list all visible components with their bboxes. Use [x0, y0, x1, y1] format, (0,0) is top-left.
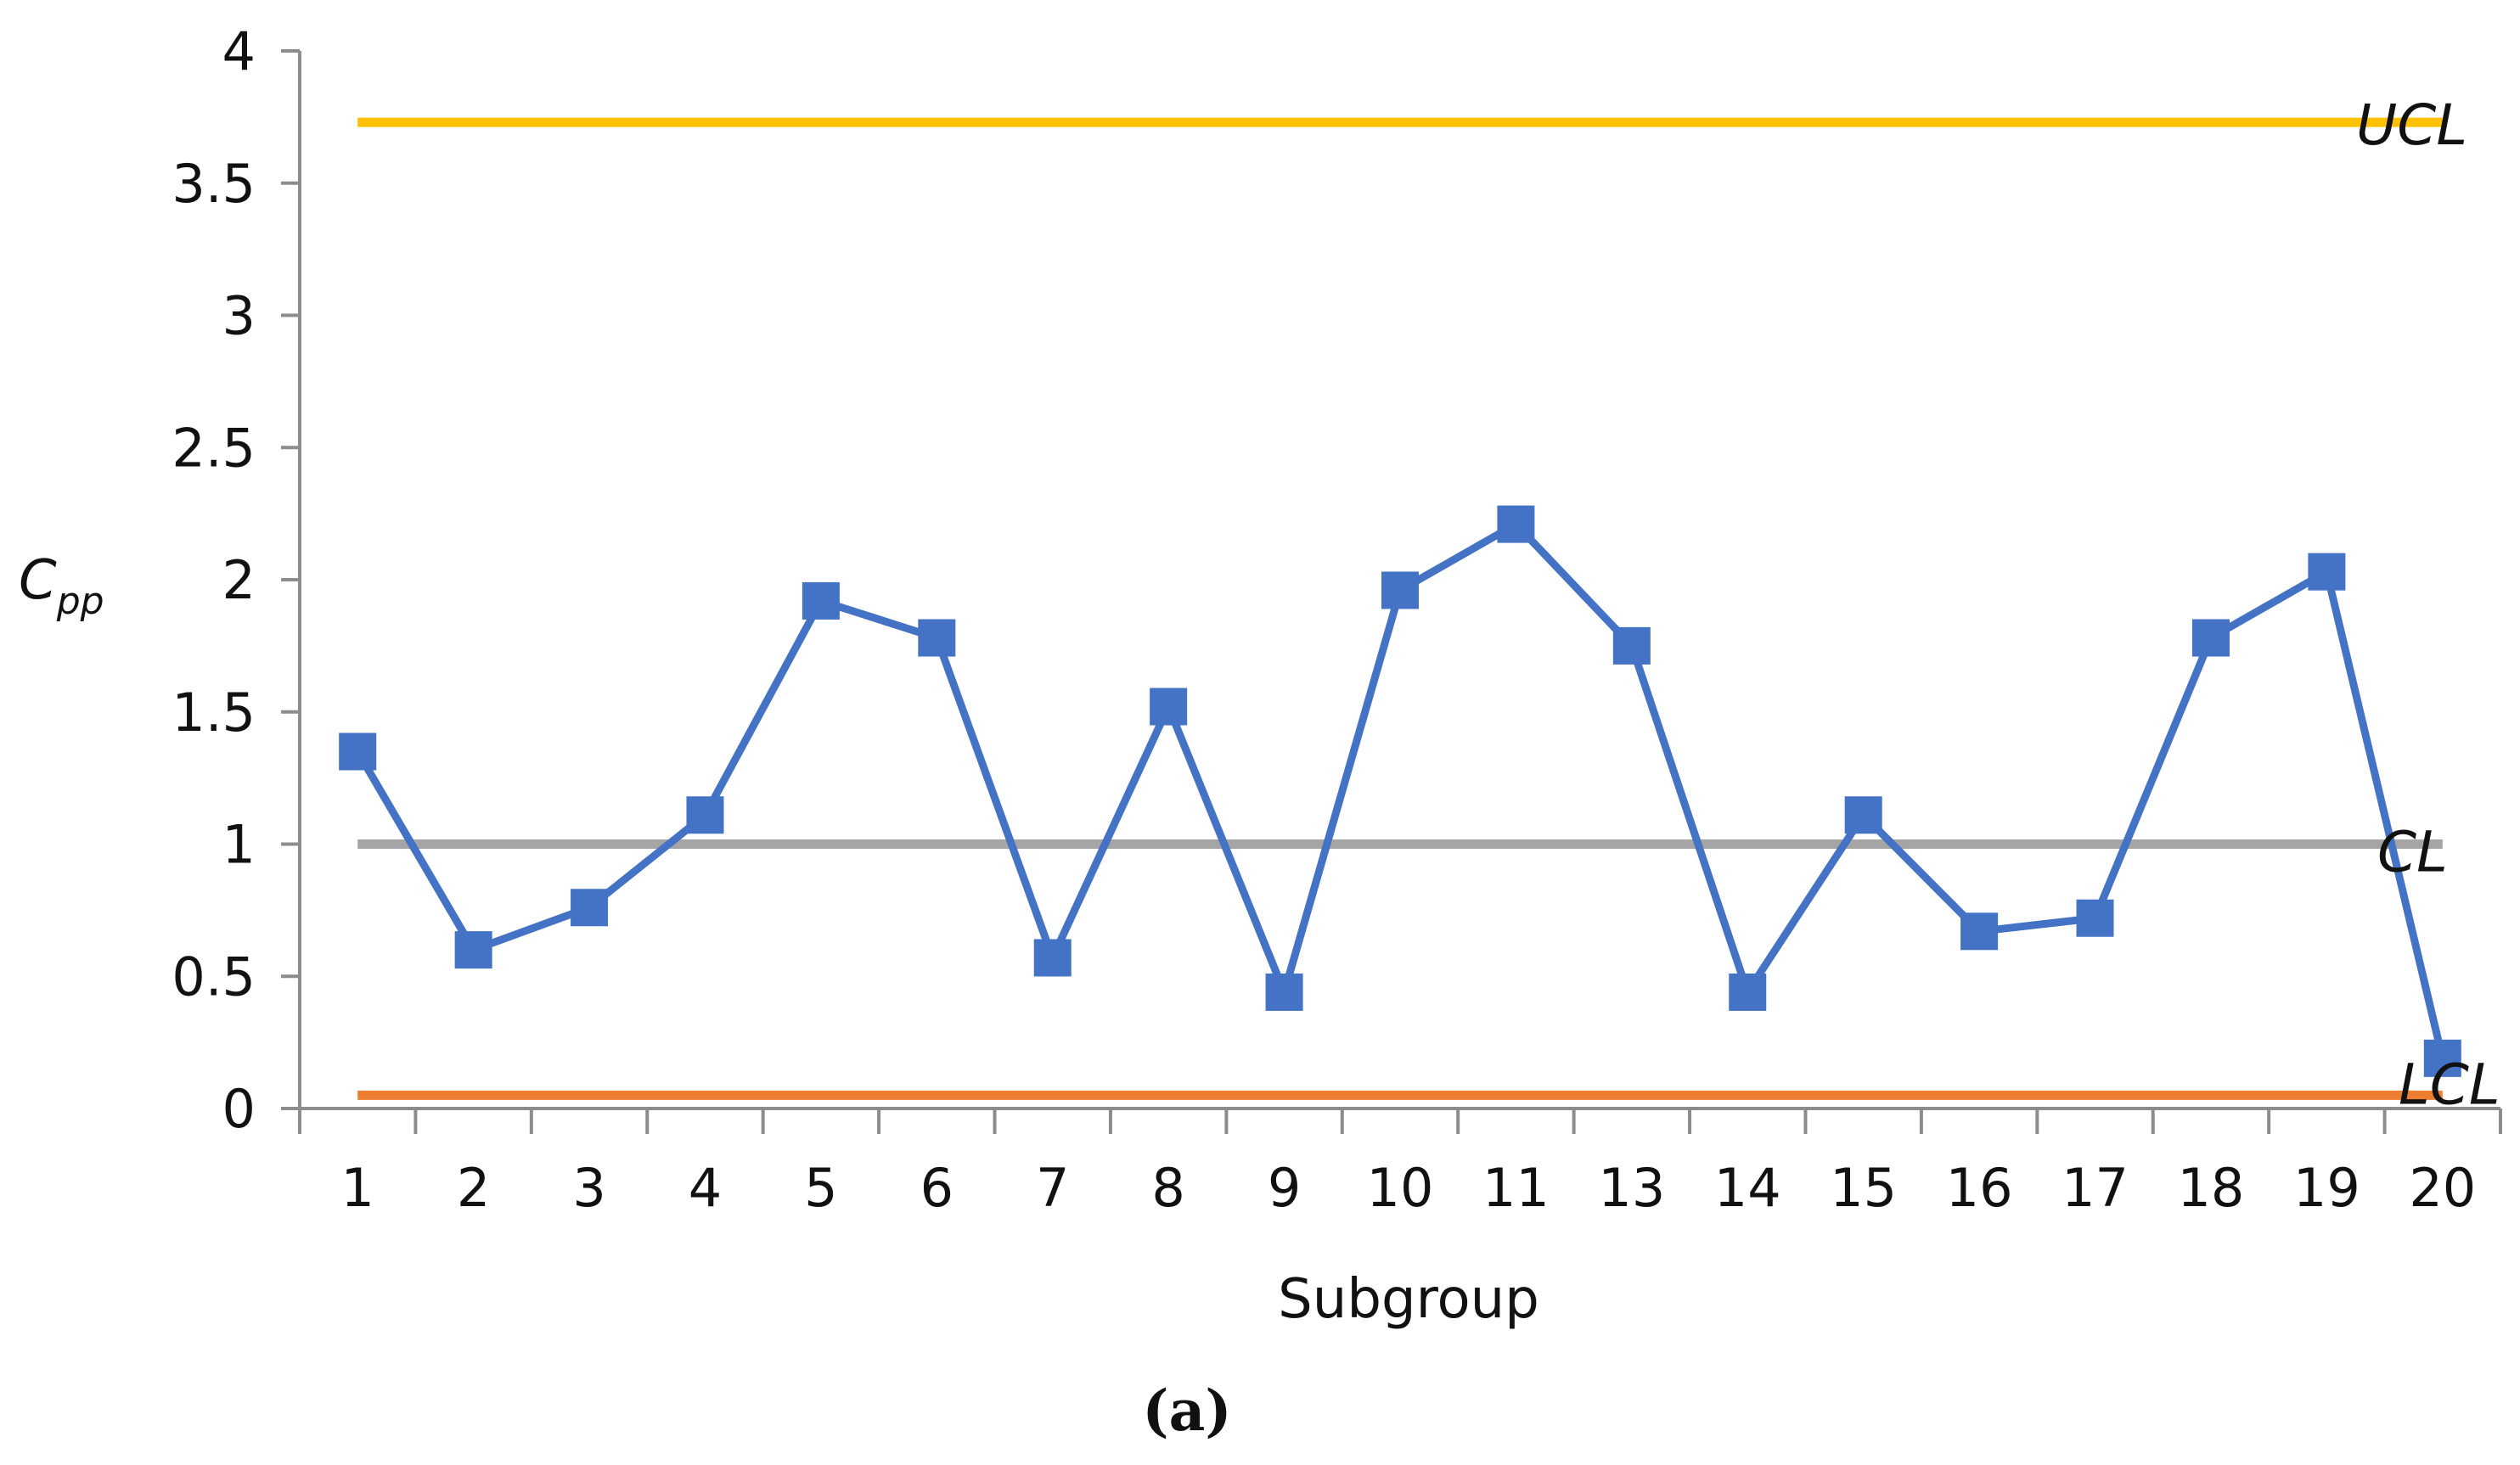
data-point — [1612, 626, 1651, 665]
x-tick-label: 19 — [2293, 1157, 2360, 1219]
x-tick-label: 4 — [689, 1157, 722, 1219]
x-axis-title: Subgroup — [1278, 1268, 1539, 1331]
y-tick-label: 1.5 — [172, 682, 256, 744]
data-point — [1150, 688, 1188, 726]
y-tick-label: 0.5 — [172, 946, 256, 1008]
data-point — [802, 581, 840, 620]
x-tick-label: 2 — [457, 1157, 490, 1219]
x-tick-label: 17 — [2062, 1157, 2129, 1219]
x-tick-label: 9 — [1268, 1157, 1301, 1219]
y-tick-label: 3 — [222, 285, 256, 347]
y-tick-label: 1 — [222, 814, 256, 876]
figure-caption: (a) — [1142, 1378, 1231, 1444]
x-tick-label: 11 — [1482, 1157, 1550, 1219]
data-point — [339, 732, 377, 771]
data-point — [1960, 912, 1999, 951]
x-tick-label: 14 — [1714, 1157, 1781, 1219]
x-tick-label: 1 — [340, 1157, 374, 1219]
x-tick-label: 16 — [1946, 1157, 2013, 1219]
data-point — [2191, 619, 2230, 657]
y-tick-label: 0 — [222, 1078, 256, 1140]
x-tick-label: 20 — [2409, 1157, 2476, 1219]
data-point — [1265, 973, 1303, 1011]
y-axis-title: Cpp — [19, 549, 104, 623]
x-tick-label: 10 — [1367, 1157, 1434, 1219]
data-point — [1844, 796, 1882, 834]
x-tick-label: 15 — [1830, 1157, 1897, 1219]
data-point — [1729, 973, 1767, 1011]
x-tick-label: 13 — [1598, 1157, 1665, 1219]
y-tick-label: 3.5 — [172, 153, 256, 215]
control-line-label-cl: CL — [2377, 820, 2448, 885]
x-tick-label: 7 — [1036, 1157, 1069, 1219]
x-tick-label: 18 — [2177, 1157, 2244, 1219]
data-point — [686, 796, 724, 834]
x-tick-label: 6 — [920, 1157, 953, 1219]
y-tick-label: 2 — [222, 549, 256, 611]
data-point — [2423, 1039, 2461, 1077]
x-tick-label: 3 — [572, 1157, 605, 1219]
control-line-label-lcl: LCL — [2399, 1052, 2500, 1117]
data-point — [1497, 505, 1535, 543]
axes-layer — [281, 49, 2502, 1134]
control-line-label-ucl: UCL — [2356, 93, 2467, 158]
x-tick-label: 8 — [1151, 1157, 1184, 1219]
series-layer — [339, 505, 2461, 1077]
data-point — [454, 931, 492, 969]
data-point — [571, 889, 609, 927]
y-tick-label: 2.5 — [172, 417, 256, 479]
data-point — [1033, 939, 1072, 977]
x-tick-label: 5 — [804, 1157, 837, 1219]
data-point — [1381, 571, 1419, 609]
data-point — [2308, 553, 2346, 591]
control-lines-layer — [357, 117, 2443, 1100]
y-tick-label: 4 — [222, 20, 256, 82]
y-axis-title-subscript: pp — [56, 580, 104, 623]
labels-layer: 0 0.5 1 1.5 2 2.5 3 3.5 4 1 2 3 4 5 6 7 8 9 10 11 13 14 15 16 17… — [19, 20, 2500, 1444]
data-point — [918, 619, 956, 657]
y-axis-title-main: C — [19, 549, 57, 612]
data-point — [2076, 899, 2114, 937]
